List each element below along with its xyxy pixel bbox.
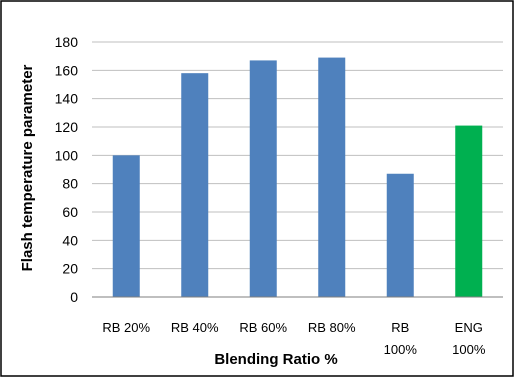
bars — [112, 57, 483, 298]
y-tick-label: 180 — [55, 34, 79, 50]
x-tick-label: RB 60% — [239, 320, 287, 335]
y-tick-label: 140 — [55, 91, 79, 107]
y-tick-label: 40 — [62, 232, 78, 248]
x-tick-labels: RB 20% RB 40% RB 60% RB 80% RB 100% ENG 100% — [102, 320, 485, 357]
y-tick-label: 80 — [62, 176, 78, 192]
y-tick-labels: 0 20 40 60 80 100 120 140 160 180 — [55, 34, 79, 305]
y-tick-label: 100 — [55, 147, 79, 163]
y-tick-label: 0 — [70, 289, 78, 305]
x-tick-label: RB 20% — [102, 320, 150, 335]
bar — [112, 155, 140, 297]
x-axis-title: Blending Ratio % — [214, 351, 337, 368]
bar — [455, 125, 483, 297]
x-tick-label: RB 40% — [171, 320, 219, 335]
grid-lines — [92, 41, 503, 270]
y-axis-title: Flash temperature parameter — [19, 64, 36, 271]
x-tick-label: RB 100% — [384, 320, 418, 357]
bar — [181, 73, 209, 298]
y-tick-label: 20 — [62, 261, 78, 277]
x-tick-label: ENG 100% — [452, 320, 486, 357]
bar — [318, 57, 346, 298]
y-tick-label: 120 — [55, 119, 79, 135]
bar — [249, 60, 277, 297]
y-tick-label: 160 — [55, 62, 79, 78]
x-tick-label: RB 80% — [308, 320, 356, 335]
y-tick-label: 60 — [62, 204, 78, 220]
bar — [386, 173, 414, 297]
